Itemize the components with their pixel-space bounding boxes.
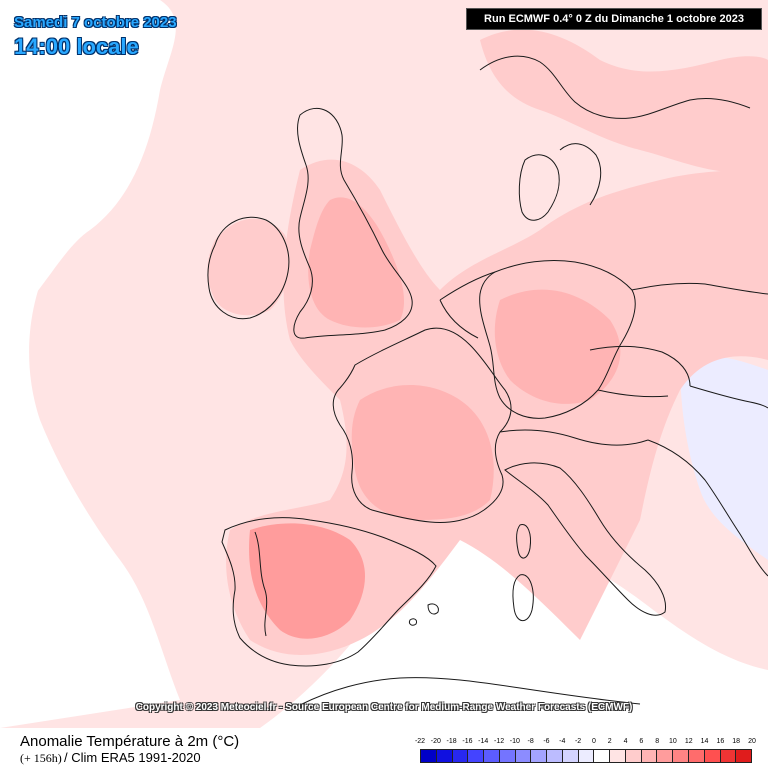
scale-swatch [641, 750, 658, 762]
scale-label: -12 [493, 738, 505, 745]
eastern-europe-cool [680, 355, 768, 560]
lead-time: (+ 156h) [20, 751, 62, 765]
benelux-border [439, 271, 496, 339]
scale-swatch [484, 750, 500, 762]
scale-label: 8 [655, 738, 660, 745]
scale-swatch [436, 750, 453, 762]
country-boundaries [207, 55, 768, 706]
czech-austria-border [589, 345, 691, 398]
scale-swatch [578, 750, 595, 762]
scale-label: 12 [684, 738, 693, 745]
scale-swatch [515, 750, 532, 762]
scale-label: -20 [430, 738, 441, 745]
scale-label: 14 [700, 738, 709, 745]
italy-coast [504, 462, 667, 616]
parameter-title: Anomalie Température à 2m (°C) [20, 733, 240, 750]
france-border [332, 327, 512, 523]
scale-swatch [657, 750, 674, 762]
poland-border [631, 282, 768, 295]
scale-swatch [531, 750, 548, 762]
scale-swatch [421, 750, 437, 762]
scale-swatch [625, 750, 642, 762]
color-scale-bar [420, 749, 752, 763]
forecast-time: 14:00 locale [14, 34, 139, 59]
scale-swatch [562, 750, 579, 762]
temperature-anomaly-map [0, 0, 768, 728]
scale-swatch [704, 750, 721, 762]
germany-border [479, 260, 636, 419]
scale-label: 6 [639, 738, 644, 745]
north-africa-coast [299, 677, 641, 706]
scandinavia-moderate-anomaly [480, 29, 768, 173]
color-scale-labels: -22 -20 -18 -16 -14 -12 -10 -8 -6 -4 -2 0 2 4 6 8 10 12 14… [415, 738, 756, 748]
spain-portugal-border [254, 531, 268, 637]
france-strong-anomaly [351, 385, 494, 520]
model-run-info: Run ECMWF 0.4° 0 Z du Dimanche 1 octobre… [466, 8, 762, 30]
balkans-border [647, 385, 768, 577]
scale-swatch [720, 750, 737, 762]
climatology-reference: / Clim ERA5 1991-2020 [64, 750, 201, 765]
scale-label: -8 [527, 738, 534, 745]
iberia-coast [221, 517, 437, 667]
scale-label: 20 [748, 738, 756, 745]
scale-label: 18 [732, 738, 741, 745]
ireland-coast [207, 216, 290, 320]
scale-swatch [499, 750, 516, 762]
ireland-moderate-anomaly [207, 218, 290, 316]
scale-label: 4 [623, 738, 628, 745]
iberia-very-strong-anomaly [249, 523, 365, 639]
britain-strong-anomaly [308, 197, 405, 328]
scale-swatch [673, 750, 690, 762]
scale-swatch [689, 750, 705, 762]
copyright-notice: Copyright © 2023 Meteociel.fr - Source E… [135, 702, 633, 713]
scale-swatch [736, 750, 752, 762]
scale-swatch [547, 750, 563, 762]
mediterranean-neutral [260, 536, 768, 728]
scale-label: 0 [591, 738, 596, 745]
scale-label: -14 [478, 738, 489, 745]
scale-label: 16 [716, 738, 725, 745]
great-britain-coast [293, 107, 413, 339]
forecast-date: Samedi 7 octobre 2023 [14, 14, 177, 31]
alps-border [499, 429, 649, 446]
scale-label: -4 [559, 738, 566, 745]
scandinavia-coast [479, 55, 751, 206]
corsica-sardinia [512, 524, 534, 622]
central-europe-strong-anomaly [494, 289, 621, 404]
scale-label: 2 [607, 738, 612, 745]
scale-label: -10 [509, 738, 520, 745]
scale-swatch [452, 750, 469, 762]
scale-label: -6 [543, 738, 550, 745]
balearic-islands [409, 603, 439, 626]
denmark-coast [518, 154, 560, 221]
scale-label: -2 [574, 738, 582, 745]
scale-label: -18 [446, 738, 457, 745]
scale-label: -16 [462, 738, 473, 745]
scale-label: 10 [669, 738, 677, 745]
scale-swatch [468, 750, 485, 762]
scale-label: -22 [414, 738, 426, 745]
scale-swatch [610, 750, 626, 762]
west-atlantic-neutral [0, 40, 180, 728]
scale-swatch [594, 750, 611, 762]
